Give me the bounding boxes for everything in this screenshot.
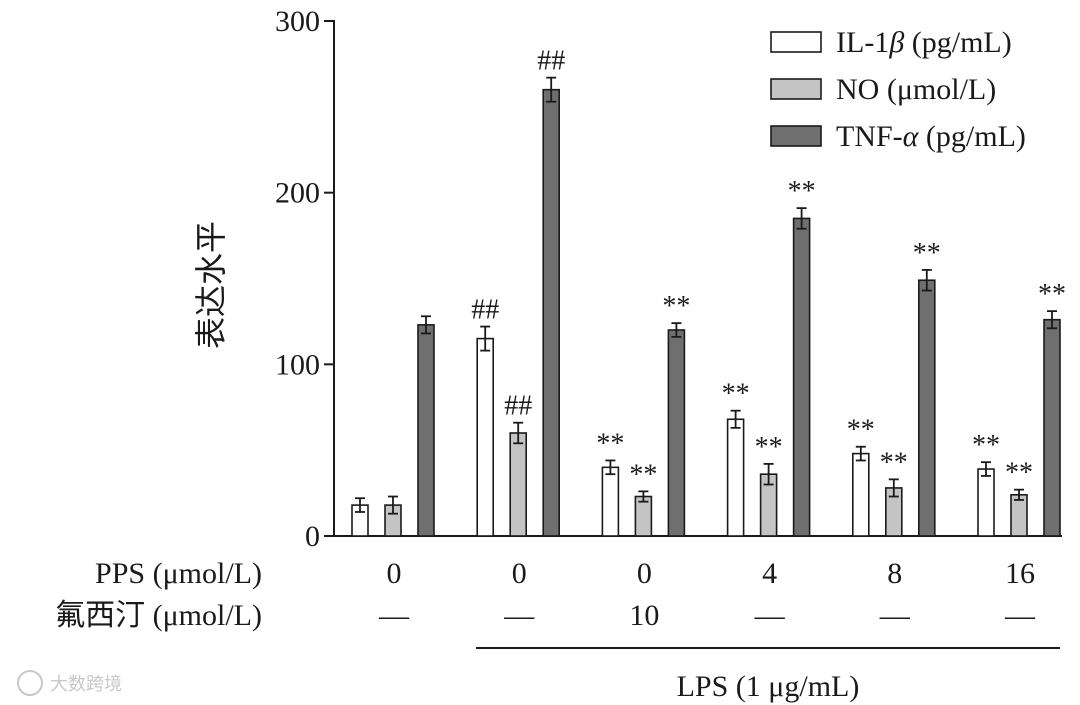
pps-value-label: 0: [387, 557, 402, 590]
watermark-logo-icon: [17, 670, 43, 696]
bar: [977, 468, 995, 537]
legend-label-unit: (pg/mL): [918, 120, 1025, 153]
bar: [476, 337, 495, 537]
legend-label-text: IL-1: [836, 26, 889, 59]
bar: [417, 324, 435, 537]
legend-label-text: NO (μmol/L): [836, 73, 996, 106]
significance-star: **: [972, 430, 1000, 461]
significance-hash: ##: [471, 295, 499, 326]
legend-swatch: [770, 31, 822, 53]
legend-label-greek: α: [903, 120, 920, 153]
bars-group: ##****** **##**** ** **##********: [351, 46, 1066, 537]
significance-star: **: [847, 415, 875, 446]
fluoxetine-value-label: 10: [629, 599, 659, 632]
lps-label: LPS (1 μg/mL): [677, 670, 860, 703]
y-tick-label: 200: [275, 177, 320, 210]
bar: [792, 217, 811, 537]
significance-hash: ##: [537, 46, 565, 77]
significance-star: **: [755, 432, 783, 463]
legend-swatch: [770, 125, 822, 147]
legend-label-unit: (pg/mL): [904, 26, 1011, 59]
significance-star: **: [596, 428, 624, 459]
significance-star: **: [880, 447, 908, 478]
pps-value-label: 16: [1005, 557, 1035, 590]
condition-rows: PPS (μmol/L) 氟西汀 (μmol/L) 0 — 0 — 0 10 4 — 8 — 16 —: [55, 557, 1036, 632]
fluoxetine-value-label: —: [1004, 599, 1036, 632]
watermark: 大数跨境: [17, 670, 122, 696]
bar: [667, 329, 686, 537]
watermark-text: 大数跨境: [50, 674, 122, 695]
legend-label: IL-1β (pg/mL): [836, 26, 1012, 59]
y-tick-label: 0: [305, 520, 320, 553]
legend-swatch: [770, 78, 822, 100]
pps-value-label: 4: [762, 557, 777, 590]
y-axis-title: 表达水平: [193, 221, 229, 349]
bar: [601, 466, 620, 537]
fluoxetine-value-label: —: [754, 599, 786, 632]
significance-star: **: [662, 291, 690, 322]
legend: IL-1β (pg/mL) NO (μmol/L) TNF-α (pg/mL): [770, 26, 1026, 153]
bar: [726, 418, 745, 537]
legend-label: NO (μmol/L): [836, 73, 996, 106]
pps-value-label: 0: [637, 557, 652, 590]
significance-star: **: [1038, 279, 1066, 310]
legend-label-greek: β: [888, 26, 904, 59]
significance-hash: ##: [504, 391, 532, 422]
pps-row-label: PPS (μmol/L): [95, 557, 262, 590]
fluoxetine-value-label: —: [503, 599, 535, 632]
bar: [1010, 493, 1028, 537]
legend-label-text: TNF-: [836, 120, 903, 153]
y-tick-label: 100: [275, 348, 320, 381]
fluoxetine-value-label: —: [378, 599, 410, 632]
significance-star: **: [722, 379, 750, 410]
pps-value-label: 0: [512, 557, 527, 590]
bar: [917, 279, 936, 537]
significance-star: **: [1005, 458, 1033, 489]
significance-star: **: [913, 238, 941, 269]
y-axis: 0 100 200 300: [275, 5, 1062, 553]
fluoxetine-row-label: 氟西汀 (μmol/L): [55, 599, 262, 632]
significance-star: **: [629, 459, 657, 490]
bar: [509, 432, 528, 537]
bar: [1043, 318, 1061, 537]
significance-star: **: [788, 176, 816, 207]
fluoxetine-value-label: —: [879, 599, 911, 632]
bar: [851, 452, 870, 537]
legend-label: TNF-α (pg/mL): [836, 120, 1026, 153]
bar: [542, 88, 561, 537]
pps-value-label: 8: [887, 557, 902, 590]
y-tick-label: 300: [275, 5, 320, 38]
